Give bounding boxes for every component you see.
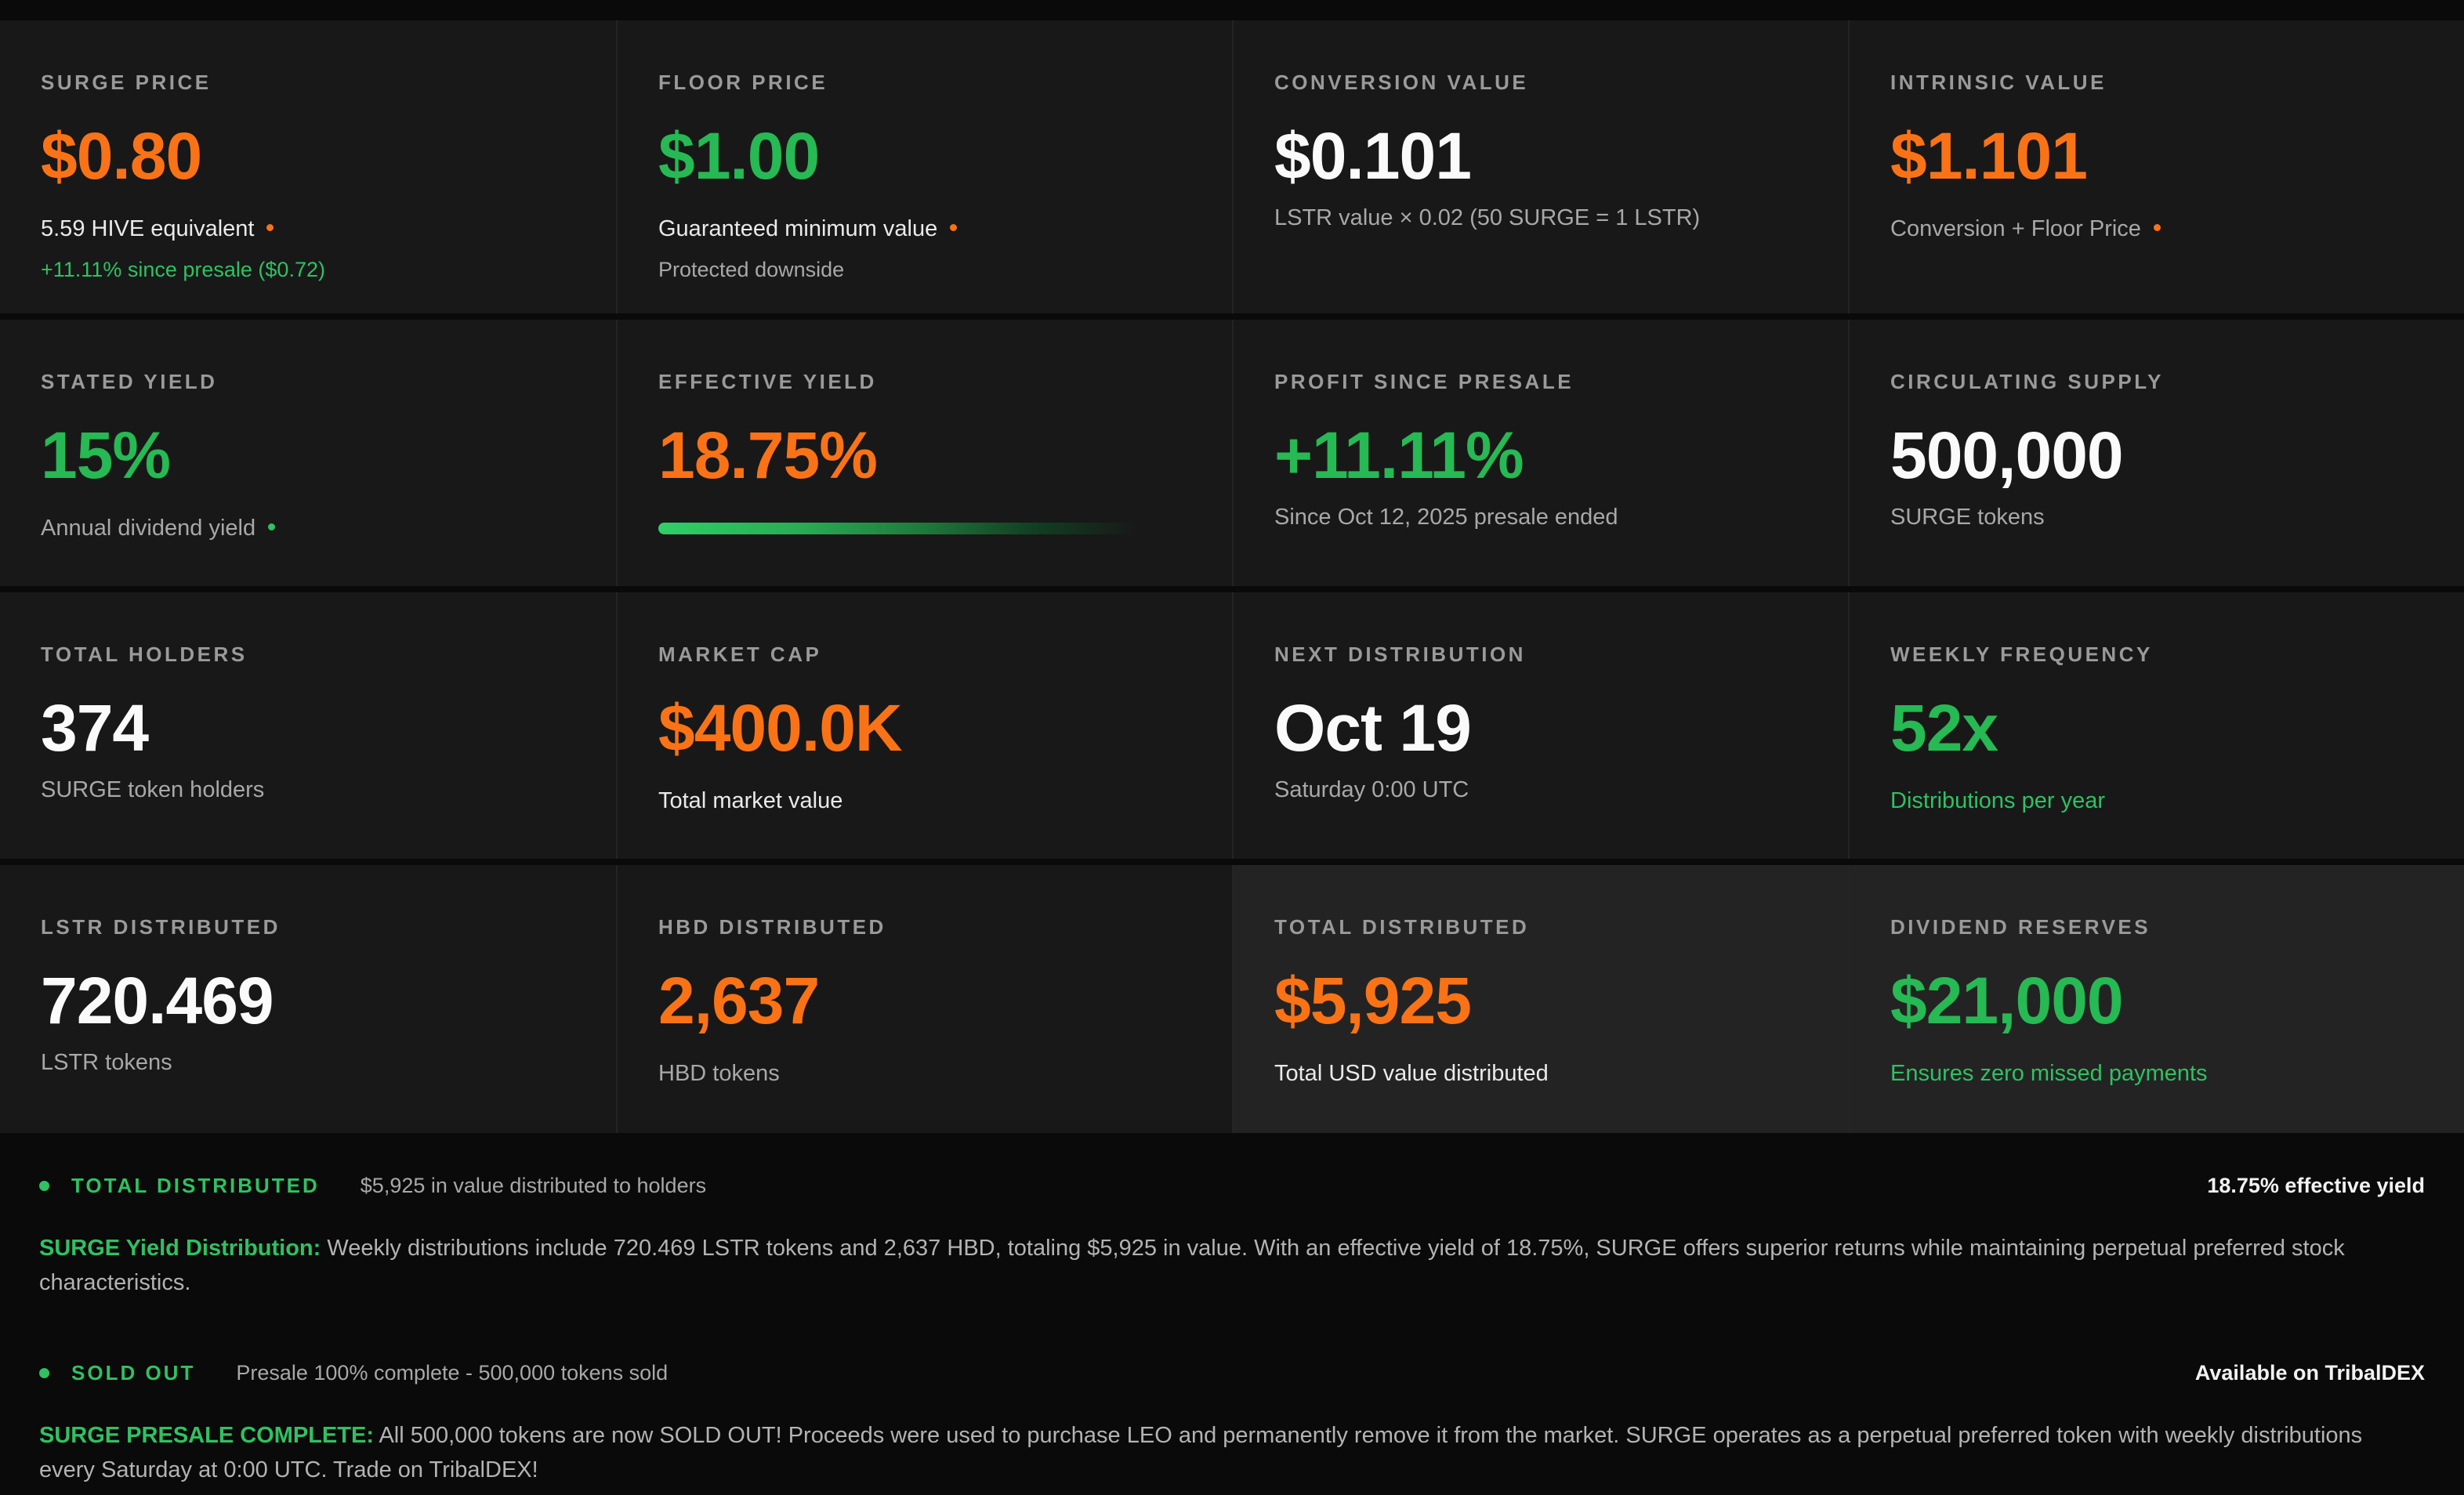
card-subtext: HBD tokens [658, 1061, 780, 1087]
card-label: TOTAL HOLDERS [41, 643, 248, 666]
stats-grid: SURGE PRICE $0.80 5.59 HIVE equivalent +… [0, 20, 2464, 1133]
section-paragraph: SURGE PRESALE COMPLETE: All 500,000 toke… [39, 1418, 2414, 1487]
stat-card-total-holders: TOTAL HOLDERS 374 SURGE token holders [0, 592, 616, 859]
card-label: FLOOR PRICE [658, 71, 828, 94]
status-right-text: 18.75% effective yield [2207, 1174, 2425, 1197]
green-dot-icon [39, 1181, 49, 1191]
stat-card-circulating-supply: CIRCULATING SUPPLY 500,000 SURGE tokens [1848, 320, 2464, 586]
card-label: EFFECTIVE YIELD [658, 370, 877, 393]
card-subtext: Since Oct 12, 2025 presale ended [1274, 505, 1618, 530]
status-description: $5,925 in value distributed to holders [360, 1174, 707, 1197]
card-label: HBD DISTRIBUTED [658, 915, 886, 939]
card-label: WEEKLY FREQUENCY [1890, 643, 2153, 666]
stat-card-dividend-reserves: DIVIDEND RESERVES $21,000 Ensures zero m… [1848, 865, 2464, 1133]
card-subtext: Total USD value distributed [1274, 1061, 1549, 1087]
stat-card-lstr-distributed: LSTR DISTRIBUTED 720.469 LSTR tokens [0, 865, 616, 1133]
card-label: SURGE PRICE [41, 71, 212, 94]
card-value: 18.75% [658, 418, 878, 492]
card-value: +11.11% [1274, 418, 1524, 492]
card-label: STATED YIELD [41, 370, 218, 393]
card-value: Oct 19 [1274, 691, 1472, 765]
paragraph-body: All 500,000 tokens are now SOLD OUT! Pro… [39, 1423, 2363, 1483]
card-label: PROFIT SINCE PRESALE [1274, 370, 1574, 393]
card-subtext: Annual dividend yield [41, 515, 588, 542]
card-label: MARKET CAP [658, 643, 822, 666]
stat-card-surge-price: SURGE PRICE $0.80 5.59 HIVE equivalent +… [0, 20, 616, 313]
stat-card-next-distribution: NEXT DISTRIBUTION Oct 19 Saturday 0:00 U… [1232, 592, 1848, 859]
yield-distribution-section: TOTAL DISTRIBUTED $5,925 in value distri… [0, 1174, 2464, 1300]
card-subtext: Guaranteed minimum value [658, 215, 1204, 243]
green-dot-icon [268, 523, 276, 531]
card-label: INTRINSIC VALUE [1890, 71, 2107, 94]
status-badge: SOLD OUT [71, 1361, 196, 1385]
orange-dot-icon [266, 224, 274, 232]
card-subtext-secondary: Protected downside [658, 257, 845, 281]
stat-card-weekly-frequency: WEEKLY FREQUENCY 52x Distributions per y… [1848, 592, 2464, 859]
green-dot-icon [39, 1368, 49, 1379]
card-label: CIRCULATING SUPPLY [1890, 370, 2165, 393]
status-row: SOLD OUT Presale 100% complete - 500,000… [39, 1361, 2425, 1385]
presale-complete-section: SOLD OUT Presale 100% complete - 500,000… [0, 1361, 2464, 1487]
card-subtext: Conversion + Floor Price [1890, 215, 2436, 243]
stat-card-intrinsic-value: INTRINSIC VALUE $1.101 Conversion + Floo… [1848, 20, 2464, 313]
card-subtext: Ensures zero missed payments [1890, 1061, 2208, 1087]
status-row: TOTAL DISTRIBUTED $5,925 in value distri… [39, 1174, 2425, 1198]
effective-yield-progress-bar [658, 523, 1139, 535]
paragraph-body: Weekly distributions include 720.469 LST… [39, 1236, 2345, 1296]
card-value: 500,000 [1890, 418, 2124, 492]
card-value: $1.101 [1890, 119, 2088, 193]
paragraph-lead: SURGE Yield Distribution: [39, 1236, 321, 1261]
card-value: 15% [41, 418, 171, 492]
card-value: $0.101 [1274, 119, 1472, 193]
card-value: $1.00 [658, 119, 820, 193]
card-subtext-secondary: +11.11% since presale ($0.72) [41, 257, 325, 281]
status-right-text: Available on TribalDEX [2194, 1361, 2425, 1385]
card-value: 720.469 [41, 964, 274, 1037]
card-value: 52x [1890, 691, 1998, 765]
status-badge: TOTAL DISTRIBUTED [71, 1174, 320, 1197]
card-subtext: 5.59 HIVE equivalent [41, 215, 588, 243]
stat-card-market-cap: MARKET CAP $400.0K Total market value [616, 592, 1232, 859]
card-value: $5,925 [1274, 964, 1472, 1037]
card-label: LSTR DISTRIBUTED [41, 915, 281, 939]
card-value: 374 [41, 691, 149, 765]
stat-card-stated-yield: STATED YIELD 15% Annual dividend yield [0, 320, 616, 586]
card-value: 2,637 [658, 964, 820, 1037]
stat-card-profit-since-presale: PROFIT SINCE PRESALE +11.11% Since Oct 1… [1232, 320, 1848, 586]
card-label: DIVIDEND RESERVES [1890, 915, 2151, 939]
card-subtext: Total market value [658, 788, 843, 814]
card-value: $0.80 [41, 119, 202, 193]
card-label: CONVERSION VALUE [1274, 71, 1529, 94]
stat-card-effective-yield: EFFECTIVE YIELD 18.75% [616, 320, 1232, 586]
card-subtext: LSTR tokens [41, 1050, 172, 1076]
card-subtext: SURGE tokens [1890, 505, 2045, 530]
stat-card-hbd-distributed: HBD DISTRIBUTED 2,637 HBD tokens [616, 865, 1232, 1133]
stat-card-total-distributed: TOTAL DISTRIBUTED $5,925 Total USD value… [1232, 865, 1848, 1133]
stat-card-floor-price: FLOOR PRICE $1.00 Guaranteed minimum val… [616, 20, 1232, 313]
card-subtext: Distributions per year [1890, 788, 2105, 814]
status-description: Presale 100% complete - 500,000 tokens s… [236, 1361, 669, 1385]
orange-dot-icon [950, 224, 958, 232]
paragraph-lead: SURGE PRESALE COMPLETE: [39, 1423, 374, 1449]
card-subtext: Saturday 0:00 UTC [1274, 777, 1469, 803]
section-paragraph: SURGE Yield Distribution: Weekly distrib… [39, 1231, 2414, 1300]
card-value: $400.0K [658, 691, 903, 765]
card-subtext: SURGE token holders [41, 777, 265, 803]
stat-card-conversion-value: CONVERSION VALUE $0.101 LSTR value × 0.0… [1232, 20, 1848, 313]
card-label: TOTAL DISTRIBUTED [1274, 915, 1530, 939]
card-value: $21,000 [1890, 964, 2124, 1037]
card-subtext: LSTR value × 0.02 (50 SURGE = 1 LSTR) [1274, 205, 1701, 231]
card-label: NEXT DISTRIBUTION [1274, 643, 1526, 666]
orange-dot-icon [2153, 224, 2161, 232]
